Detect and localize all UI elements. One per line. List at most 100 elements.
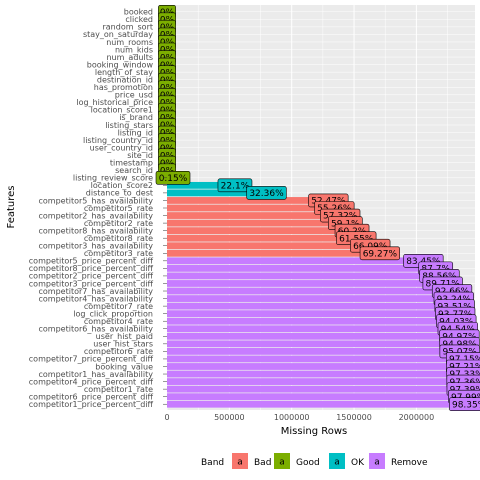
- y-tick-label: competitor5_has_availability: [39, 196, 154, 205]
- bar: [167, 370, 467, 378]
- bar: [167, 287, 453, 295]
- y-tick-label: user_country_id: [90, 143, 153, 152]
- y-tick-label: competitor7_has_availability: [39, 287, 154, 296]
- y-tick-label: competitor8_has_availability: [39, 226, 154, 235]
- y-tick-label: listing_country_id: [83, 136, 153, 145]
- y-tick-label: competitor4_rate: [84, 317, 153, 326]
- y-tick-label: competitor8_price_percent_diff: [29, 264, 154, 273]
- legend-key-glyph: a: [237, 458, 243, 468]
- y-axis-title: Features: [6, 186, 17, 229]
- y-tick-label: user_hist_paid: [96, 332, 153, 341]
- legend-key-glyph: a: [334, 458, 340, 468]
- y-tick-label: competitor3_rate: [84, 249, 153, 258]
- legend-key: [329, 453, 345, 469]
- y-tick-label: competitor5_rate: [84, 204, 153, 213]
- y-tick-label: listing_review_score: [73, 174, 153, 183]
- y-tick-label: competitor7_price_percent_diff: [29, 355, 154, 364]
- y-tick-label: num_adults: [106, 53, 153, 62]
- bar: [167, 302, 455, 310]
- y-tick-label: search_id: [115, 166, 153, 175]
- y-tick-labels: bookedclickedrandom_sortstay_on_saturday…: [29, 8, 167, 409]
- y-tick-label: competitor2_price_percent_diff: [29, 272, 154, 281]
- bar: [167, 189, 267, 197]
- bar: [167, 325, 458, 333]
- bar: [167, 393, 469, 401]
- legend-key: [274, 453, 290, 469]
- y-tick-label: competitor3_price_percent_diff: [29, 279, 154, 288]
- x-tick-label: 1000000: [274, 413, 310, 422]
- bar: [167, 272, 440, 280]
- bar: [167, 317, 457, 325]
- y-tick-label: listing_id: [118, 128, 153, 137]
- bar: [167, 355, 467, 363]
- bar: [167, 181, 235, 189]
- legend-label: OK: [351, 458, 365, 468]
- bar: [167, 295, 454, 302]
- y-tick-label: competitor6_rate: [84, 347, 153, 356]
- y-tick-label: log_click_proportion: [73, 309, 153, 318]
- y-tick-label: distance_to_dest: [86, 189, 153, 198]
- y-tick-label: destination_id: [97, 75, 153, 84]
- y-tick-label: num_rooms: [106, 38, 153, 47]
- y-tick-label: user_hist_stars: [93, 340, 153, 349]
- y-tick-label: is_brand: [119, 113, 153, 122]
- data-label: 69.27%: [363, 249, 398, 259]
- y-tick-label: clicked: [125, 15, 153, 24]
- bar: [167, 340, 460, 348]
- x-tick-label: 500000: [214, 413, 245, 422]
- data-label: 0.15%: [159, 174, 188, 184]
- y-tick-label: site_id: [127, 151, 153, 160]
- y-tick-label: random_sort: [102, 23, 153, 32]
- y-tick-label: listing_stars: [105, 121, 153, 130]
- bar: [167, 385, 467, 393]
- y-tick-label: price_usd: [115, 91, 153, 100]
- y-tick-label: competitor2_rate: [84, 219, 153, 228]
- data-label: 98.35%: [452, 400, 480, 410]
- y-tick-label: booked: [124, 8, 153, 17]
- y-tick-label: num_kids: [115, 45, 153, 54]
- y-tick-label: length_of_stay: [95, 68, 153, 77]
- y-tick-label: competitor6_has_availability: [39, 325, 154, 334]
- y-tick-label: booking_window: [87, 60, 154, 69]
- data-label-box: [217, 178, 253, 193]
- bar: [167, 363, 467, 370]
- y-tick-label: competitor1_has_availability: [39, 370, 154, 379]
- bar: [167, 227, 353, 235]
- legend-key: [369, 453, 385, 469]
- y-tick-label: has_promotion: [94, 83, 153, 92]
- bar: [167, 257, 424, 265]
- bar: [167, 219, 346, 227]
- y-tick-label: competitor4_price_percent_diff: [29, 377, 154, 386]
- x-tick-labels: 0 500000 1000000 1500000 2000000: [164, 413, 434, 422]
- legend-label: Good: [296, 458, 320, 468]
- data-label-box: [449, 397, 480, 412]
- y-tick-label: competitor3_has_availability: [39, 242, 154, 251]
- bar: [167, 280, 443, 287]
- y-tick-label: competitor1_price_percent_diff: [29, 400, 154, 409]
- x-tick-label: 2000000: [399, 413, 435, 422]
- legend-key: [232, 453, 248, 469]
- data-label-box: [246, 186, 287, 200]
- x-tick-label: 1500000: [336, 413, 372, 422]
- y-tick-label: location_score2: [91, 181, 153, 190]
- bar: [167, 197, 329, 204]
- legend-label: Remove: [391, 458, 428, 468]
- bar: [167, 264, 436, 272]
- bar: [167, 204, 335, 212]
- x-axis-title: Missing Rows: [281, 426, 347, 437]
- data-label: 32.36%: [249, 189, 284, 199]
- legend-key-glyph: a: [374, 458, 380, 468]
- legend-key-glyph: a: [279, 458, 285, 468]
- bar: [167, 400, 470, 408]
- data-label-box: [155, 171, 191, 185]
- bar: [167, 212, 341, 219]
- x-tick-label: 0: [164, 413, 169, 422]
- y-tick-label: stay_on_saturday: [83, 30, 153, 39]
- y-tick-label: competitor8_rate: [84, 234, 153, 243]
- y-tick-label: timestamp: [110, 159, 153, 168]
- bar: [167, 332, 460, 340]
- y-tick-label: competitor4_has_availability: [39, 294, 154, 303]
- bar: [167, 234, 357, 242]
- bar: [167, 242, 371, 250]
